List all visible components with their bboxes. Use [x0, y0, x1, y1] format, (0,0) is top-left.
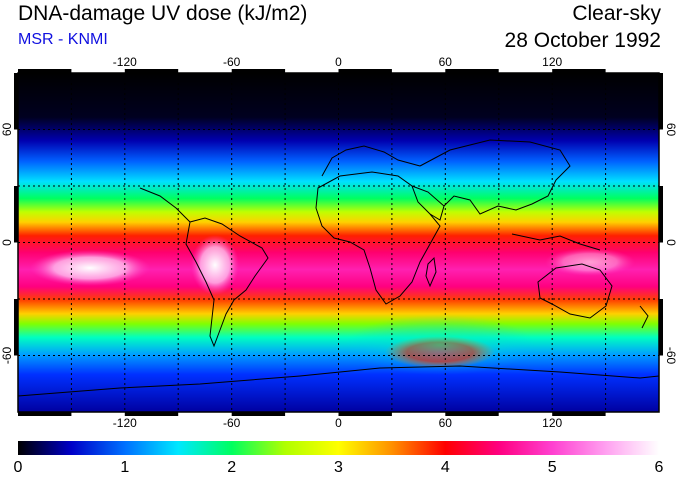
top-longitude-labels: -120 -60 0 60 120 [113, 55, 563, 69]
lat-label-left: -60 [0, 347, 14, 365]
colorbar-label: 6 [654, 459, 664, 476]
frame-ticks [14, 69, 663, 416]
map-title: DNA-damage UV dose (kJ/m2) [18, 2, 308, 25]
colorbar-label: 0 [13, 459, 23, 476]
lon-label-bottom: -60 [223, 416, 241, 430]
lon-label-bottom: -120 [113, 416, 137, 430]
africa-outline [315, 171, 441, 305]
lon-label-top: 120 [542, 55, 562, 69]
lon-label-top: 0 [335, 55, 342, 69]
colorbar-label: 4 [440, 459, 450, 476]
lat-label-right: 0 [664, 239, 678, 246]
lon-label-bottom: 120 [542, 416, 562, 430]
colorbar-label: 2 [227, 459, 237, 476]
coastlines [18, 139, 659, 397]
lat-label-left: 60 [0, 123, 14, 137]
indonesia-outline [511, 233, 601, 251]
lon-label-bottom: 60 [439, 416, 453, 430]
colorbar [18, 441, 659, 455]
south-america-outline [185, 217, 269, 348]
right-latitude-labels: 60 0 -60 [664, 123, 678, 365]
lon-label-bottom: 0 [335, 416, 342, 430]
lat-label-left: 0 [0, 239, 14, 246]
australia-outline [537, 263, 613, 319]
lon-label-top: -120 [113, 55, 137, 69]
antarctica-outline [18, 365, 659, 397]
colorbar-label: 3 [334, 459, 343, 476]
source-label: MSR - KNMI [18, 31, 108, 48]
europe-outline [321, 145, 421, 177]
lon-label-top: -60 [223, 55, 241, 69]
lat-label-right: -60 [664, 347, 678, 365]
date-label: 28 October 1992 [504, 29, 661, 52]
new-zealand-outline [639, 305, 649, 329]
lat-label-right: 60 [664, 123, 678, 137]
asia-outline [419, 139, 571, 215]
central-america-outline [139, 187, 191, 223]
colorbar-label: 1 [120, 459, 130, 476]
sky-condition-label: Clear-sky [572, 2, 661, 25]
graticule [18, 73, 659, 412]
madagascar-outline [425, 256, 437, 288]
colorbar-label: 5 [547, 459, 557, 476]
lon-label-top: 60 [439, 55, 453, 69]
bottom-longitude-labels: -120 -60 0 60 120 [113, 416, 563, 430]
left-latitude-labels: 60 0 -60 [0, 123, 14, 365]
